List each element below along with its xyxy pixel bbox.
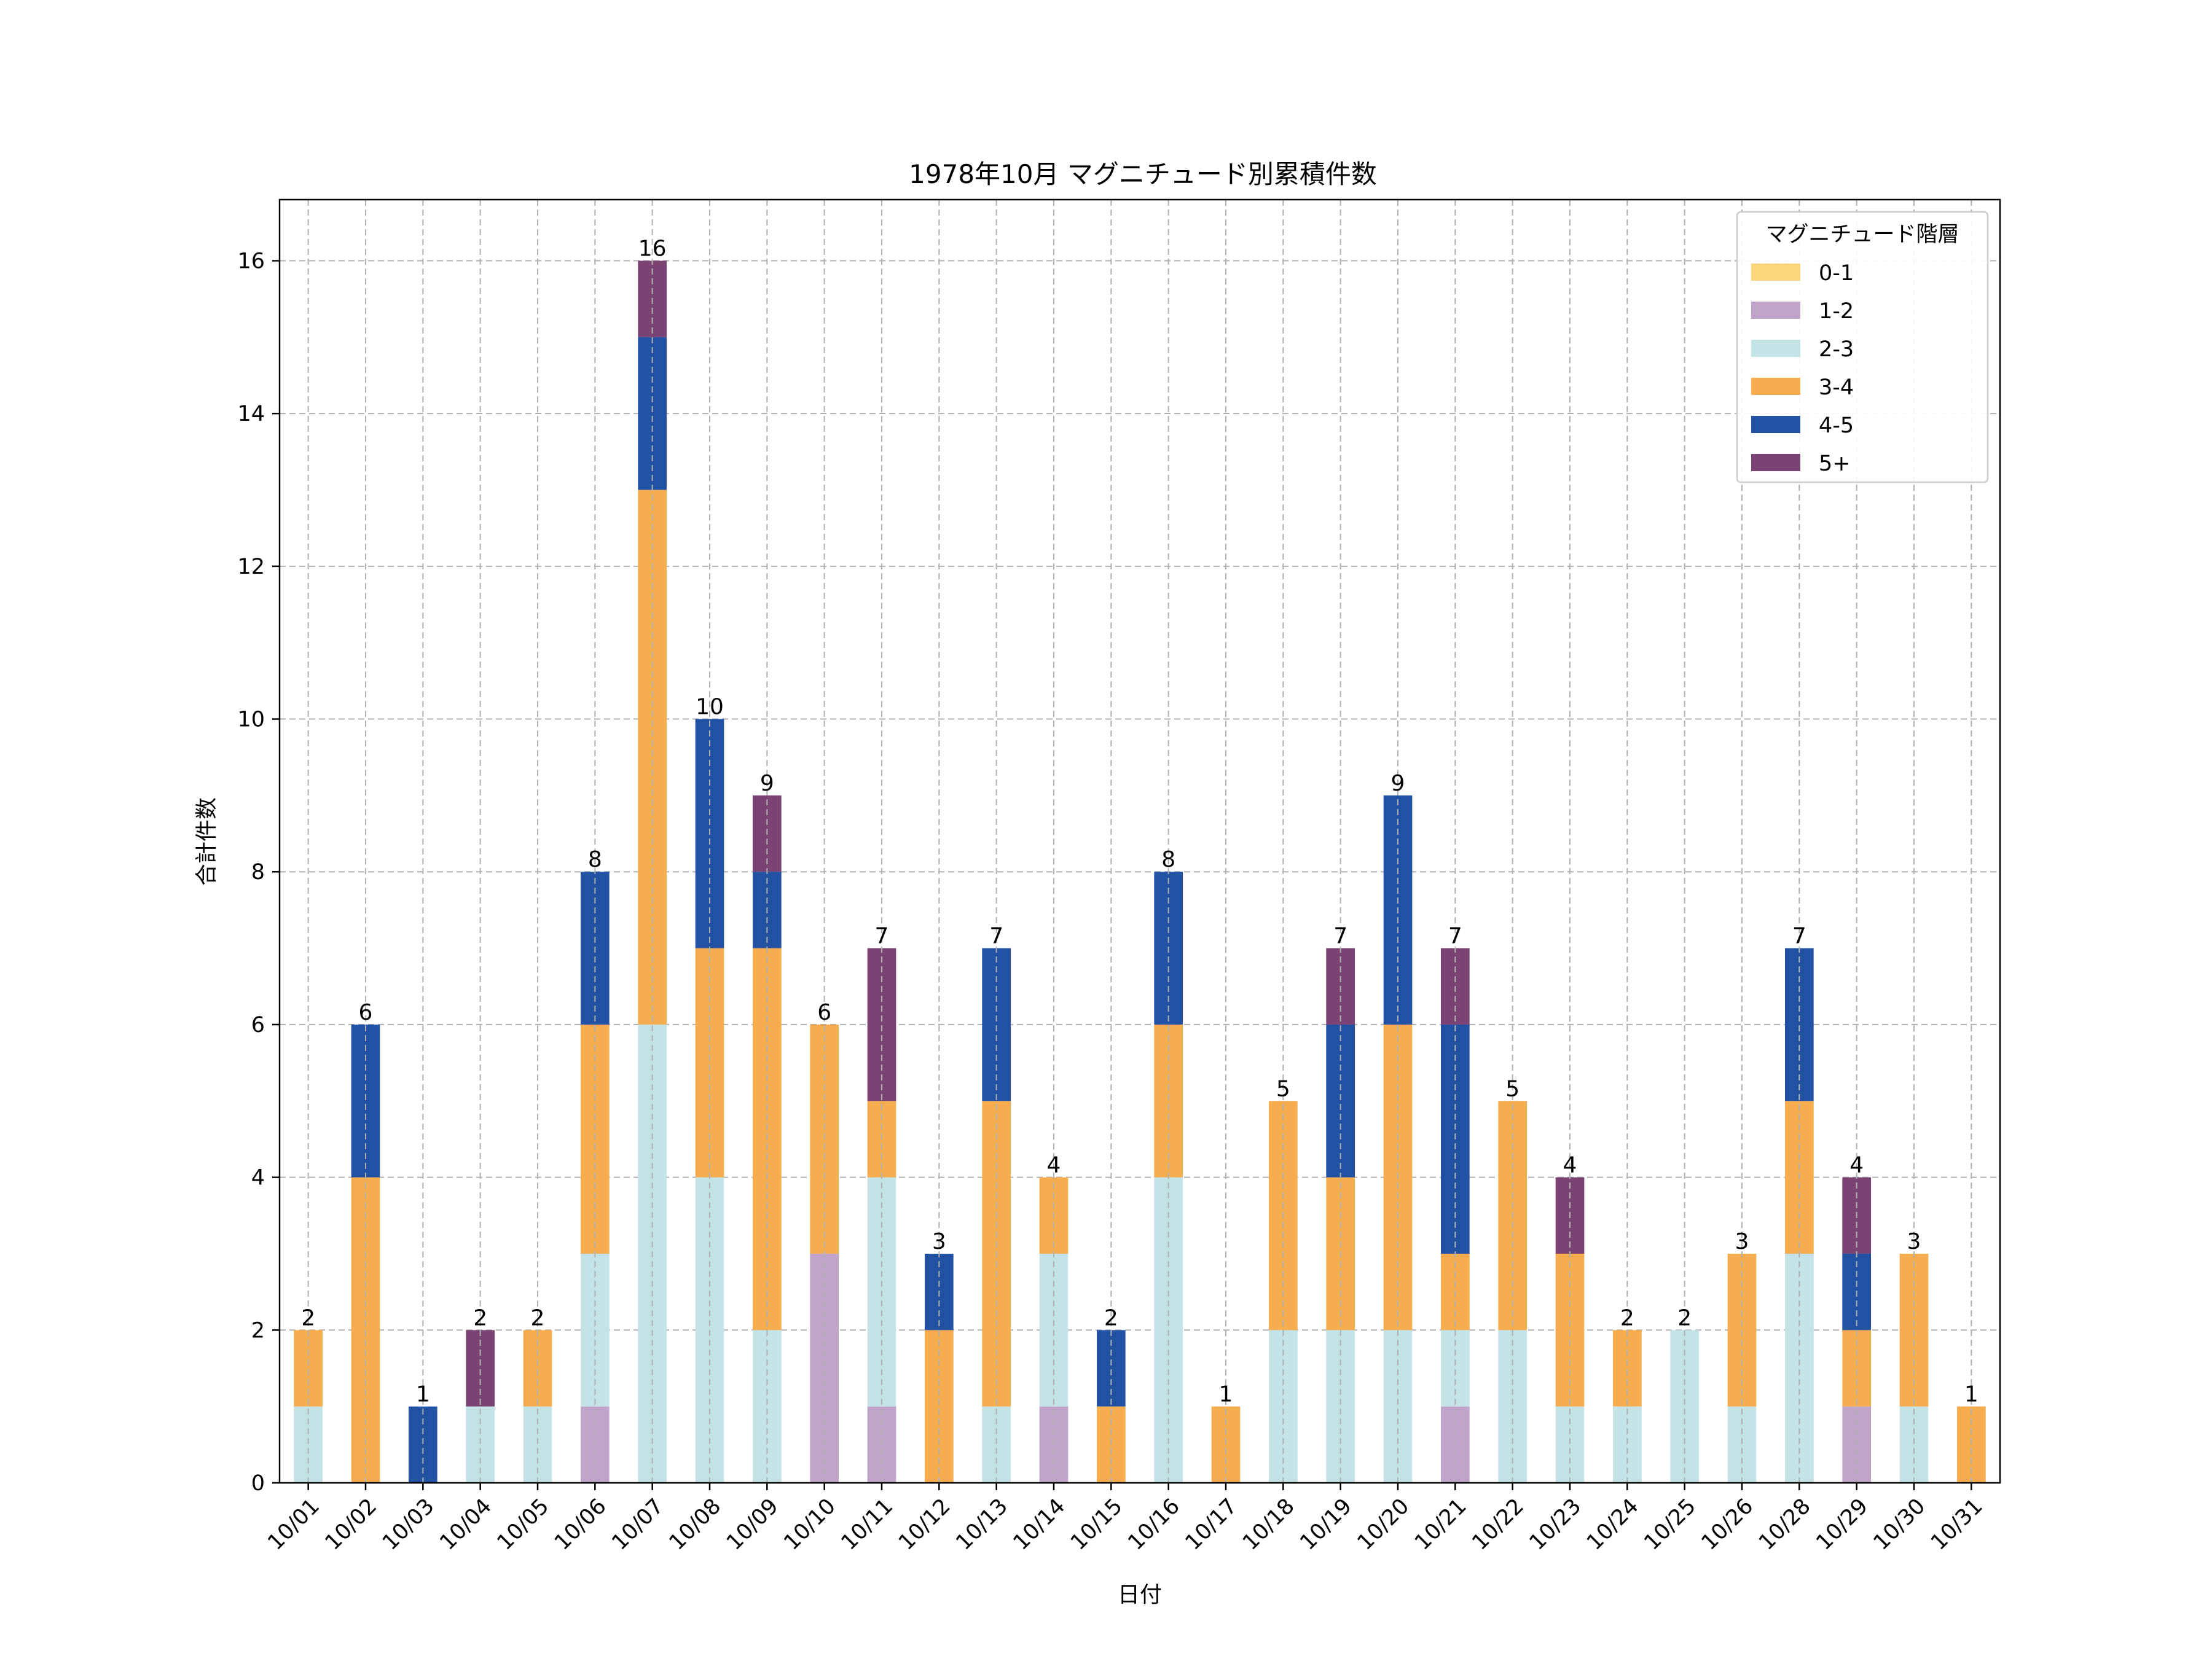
bar-total-label: 9 (760, 771, 774, 796)
bar-total-label: 2 (1104, 1305, 1118, 1331)
y-tick-label: 10 (237, 708, 265, 732)
bar-total-label: 6 (817, 1000, 831, 1025)
bar-total-label: 6 (359, 1000, 373, 1025)
y-tick-label: 0 (251, 1471, 265, 1496)
legend-swatch-4-5 (1751, 416, 1800, 433)
bar-total-label: 1 (1219, 1382, 1233, 1407)
legend-label: 3-4 (1819, 375, 1854, 400)
bar-total-label: 2 (1677, 1305, 1692, 1331)
bar-total-label: 2 (531, 1305, 545, 1331)
legend-label: 4-5 (1819, 413, 1854, 438)
y-tick-label: 2 (251, 1318, 265, 1343)
legend-swatch-0-1 (1751, 264, 1800, 281)
y-axis: 0 2 4 6 8 10 12 14 16 (237, 249, 280, 1496)
bar-total-label: 4 (1849, 1153, 1864, 1178)
bar-total-label: 16 (638, 236, 667, 261)
legend-label: 5+ (1819, 451, 1851, 476)
y-tick-label: 12 (237, 555, 265, 579)
legend-swatch-5+ (1751, 454, 1800, 471)
bar-total-label: 7 (1448, 924, 1462, 949)
bar-segment-3-4 (638, 490, 667, 1025)
bar-total-label: 7 (875, 924, 889, 949)
bar-total-label: 2 (1620, 1305, 1634, 1331)
bar-total-label: 1 (1964, 1382, 1979, 1407)
plot-frame (278, 198, 2001, 1484)
bar-total-label: 5 (1505, 1076, 1520, 1101)
bar-total-label: 2 (473, 1305, 487, 1331)
y-tick-label: 16 (237, 249, 265, 273)
y-tick-label: 8 (251, 860, 265, 885)
bar-total-label: 7 (1792, 924, 1806, 949)
legend-items: 0-1 1-2 2-3 3-4 4-5 5+ (1751, 261, 1854, 476)
legend-label: 2-3 (1819, 337, 1854, 362)
vertical-grid-lines (307, 200, 1972, 1483)
legend-label: 1-2 (1819, 299, 1854, 324)
bar-total-label: 8 (588, 847, 602, 872)
bar-total-label: 8 (1161, 847, 1175, 872)
bar-total-label: 3 (1907, 1229, 1921, 1254)
legend-swatch-1-2 (1751, 302, 1800, 319)
x-axis-label: 日付 (1118, 1582, 1162, 1608)
bar-total-label: 4 (1047, 1153, 1061, 1178)
total-labels: 2 6 1 2 2 8 16 10 9 6 7 3 7 4 2 8 1 5 7 9 7 5 4 2 2 3 7 4 3 1 (301, 236, 1979, 1407)
legend-swatch-2-3 (1751, 340, 1800, 357)
bar-total-label: 7 (989, 924, 1003, 949)
bar-total-label: 7 (1333, 924, 1347, 949)
bar-total-label: 9 (1391, 771, 1405, 796)
chart-title: 1978年10月 マグニチュード別累積件数 (909, 159, 1377, 189)
bar-total-label: 3 (1735, 1229, 1749, 1254)
y-tick-label: 14 (237, 402, 265, 426)
legend: マグニチュード階層 0-1 1-2 2-3 3-4 4-5 5+ (1736, 211, 1989, 483)
legend-title: マグニチュード階層 (1765, 222, 1959, 247)
y-tick-label: 4 (251, 1166, 265, 1190)
y-axis-label: 合計件数 (194, 797, 219, 886)
bar-total-label: 2 (301, 1305, 315, 1331)
bar-total-label: 5 (1276, 1076, 1290, 1101)
bar-segment-3-4 (695, 948, 724, 1178)
legend-label: 0-1 (1819, 261, 1854, 286)
bar-total-label: 4 (1563, 1153, 1577, 1178)
y-tick-label: 6 (251, 1013, 265, 1038)
bar-total-label: 1 (416, 1382, 430, 1407)
legend-swatch-3-4 (1751, 378, 1800, 395)
bar-total-label: 3 (932, 1229, 946, 1254)
bar-total-label: 10 (696, 695, 724, 720)
